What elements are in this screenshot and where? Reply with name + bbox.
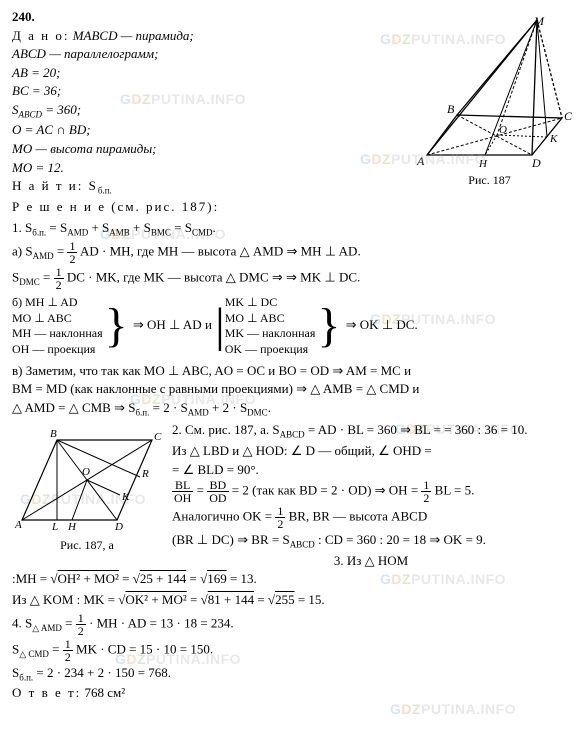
answer: 768 см² bbox=[81, 685, 125, 700]
svg-text:L: L bbox=[51, 521, 58, 533]
answer-label: О т в е т: bbox=[12, 685, 81, 700]
svg-text:O: O bbox=[82, 466, 90, 478]
figure-187a: A B C D L H O R K Рис. 187, а bbox=[12, 425, 162, 553]
svg-text:R: R bbox=[141, 468, 149, 480]
svg-text:A: A bbox=[14, 519, 22, 531]
find-label: Н а й т и: S bbox=[12, 178, 98, 193]
given-4: BC = 36; bbox=[12, 83, 61, 98]
watermark: GDZPUTINA.INFO bbox=[390, 700, 516, 719]
given-2: ABCD — параллелограмм; bbox=[12, 46, 158, 61]
given-7: MO — высота пирамиды; bbox=[12, 141, 156, 156]
problem-number: 240. bbox=[12, 9, 35, 24]
svg-text:C: C bbox=[154, 431, 162, 443]
svg-text:D: D bbox=[114, 521, 123, 533]
bracket-right: | MK ⊥ DC MO ⊥ ABC MK — наклонная OK — п… bbox=[215, 295, 342, 357]
given-3: AB = 20; bbox=[12, 65, 60, 80]
svg-text:H: H bbox=[67, 521, 77, 533]
frac-half: 12 bbox=[67, 240, 77, 265]
bracket-left: б) MH ⊥ AD MO ⊥ ABC MH — наклонная OH — … bbox=[12, 295, 130, 357]
step1c-1: в) Заметим, что так как MO ⊥ ABC, AO = O… bbox=[12, 363, 411, 378]
given-8: MO = 12. bbox=[12, 160, 64, 175]
solution-label: Р е ш е н и е (см. рис. 187): bbox=[12, 199, 219, 214]
step1c-2: BM = MD (как наклонные с равными проекци… bbox=[12, 381, 419, 396]
svg-text:B: B bbox=[50, 428, 57, 440]
svg-text:K: K bbox=[121, 491, 130, 503]
given-1: MABCD — пирамида; bbox=[73, 28, 194, 43]
fig187a-caption: Рис. 187, а bbox=[12, 537, 162, 553]
given-6: O = AC ∩ BD; bbox=[12, 122, 91, 137]
given-label: Д а н о: bbox=[12, 28, 69, 43]
